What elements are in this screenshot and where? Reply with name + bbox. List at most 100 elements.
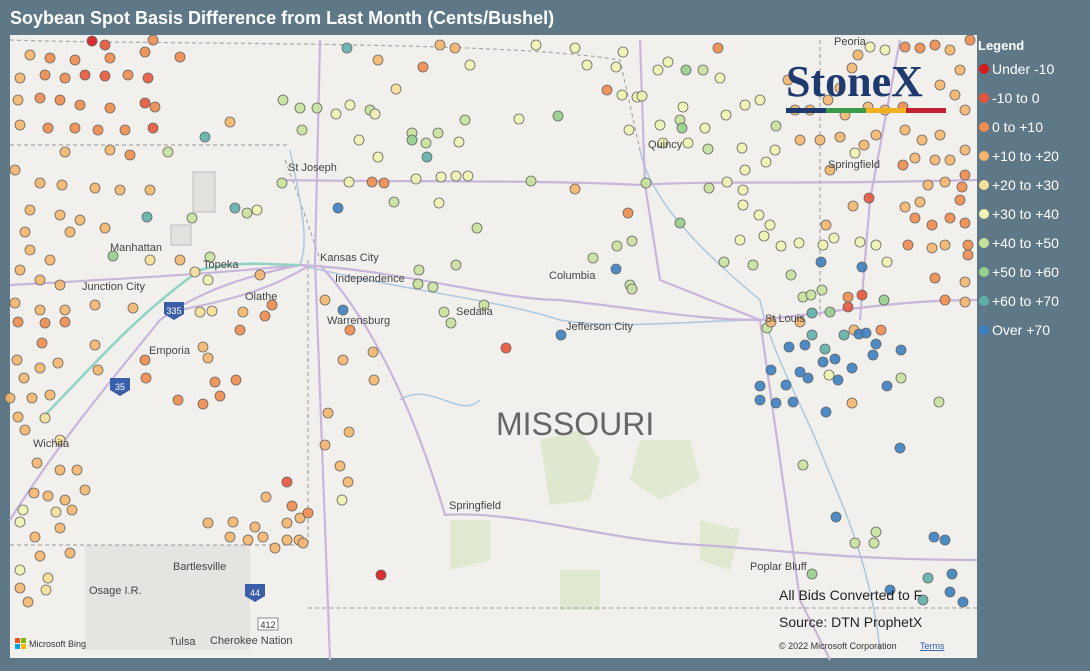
- legend-marker: [979, 325, 989, 335]
- map-marker: [587, 252, 599, 264]
- bing-logo: Microsoft Bing: [15, 638, 86, 649]
- map-marker: [69, 54, 81, 66]
- map-marker: [249, 521, 261, 533]
- map-marker: [79, 69, 91, 81]
- legend-label: Under -10: [992, 61, 1054, 77]
- map-marker: [939, 534, 951, 546]
- map-marker: [769, 144, 781, 156]
- map-marker: [581, 59, 593, 71]
- map-marker: [794, 366, 806, 378]
- city: Bartlesville: [173, 561, 226, 573]
- map-marker: [281, 517, 293, 529]
- map-marker: [500, 342, 512, 354]
- map-marker: [204, 251, 216, 263]
- area: [170, 224, 192, 246]
- area: [85, 545, 250, 650]
- map-marker: [86, 35, 98, 47]
- map-marker: [450, 259, 462, 271]
- map-marker: [782, 74, 794, 86]
- map-marker: [758, 230, 770, 242]
- map-marker: [39, 317, 51, 329]
- map-marker: [42, 490, 54, 502]
- map-marker: [697, 64, 709, 76]
- map-marker: [929, 39, 941, 51]
- map-marker: [569, 183, 581, 195]
- map-marker: [897, 159, 909, 171]
- map-marker: [824, 306, 836, 318]
- city: Tulsa: [169, 636, 196, 648]
- map-marker: [846, 397, 858, 409]
- city: Poplar Bluff: [750, 561, 808, 573]
- bing-text: Microsoft Bing: [29, 639, 86, 649]
- map-marker: [124, 149, 136, 161]
- map-marker: [319, 439, 331, 451]
- map-marker: [34, 92, 46, 104]
- map-marker: [770, 397, 782, 409]
- map-marker: [406, 134, 418, 146]
- map-marker: [939, 294, 951, 306]
- map-marker: [445, 317, 457, 329]
- map-marker: [344, 99, 356, 111]
- map-marker: [104, 144, 116, 156]
- map-marker: [823, 369, 835, 381]
- map-marker: [682, 137, 694, 149]
- map-marker: [24, 204, 36, 216]
- map-marker: [959, 296, 971, 308]
- map-marker: [860, 327, 872, 339]
- map-marker: [793, 237, 805, 249]
- map-marker: [202, 274, 214, 286]
- map-marker: [626, 235, 638, 247]
- map-marker: [59, 494, 71, 506]
- map-marker: [227, 516, 239, 528]
- map-marker: [459, 114, 471, 126]
- legend-label: 0 to +10: [992, 119, 1043, 135]
- map-marker: [959, 104, 971, 116]
- map-marker: [119, 124, 131, 136]
- map-marker: [26, 392, 38, 404]
- map-marker: [251, 204, 263, 216]
- city: Cherokee Nation: [210, 635, 293, 647]
- map-marker: [197, 341, 209, 353]
- map-marker: [297, 537, 309, 549]
- shield: 412: [260, 620, 275, 630]
- map-marker: [107, 250, 119, 262]
- map-marker: [237, 306, 249, 318]
- map-marker: [294, 512, 306, 524]
- legend-label: +20 to +30: [992, 177, 1059, 193]
- map-marker: [18, 372, 30, 384]
- city: Kansas City: [320, 252, 379, 264]
- map-marker: [342, 476, 354, 488]
- map-marker: [336, 494, 348, 506]
- map-marker: [530, 39, 542, 51]
- map-marker: [194, 306, 206, 318]
- map-marker: [478, 299, 490, 311]
- map-marker: [9, 297, 21, 309]
- city: Olathe: [245, 291, 277, 303]
- map-marker: [259, 310, 271, 322]
- city: Emporia: [149, 345, 191, 357]
- map-marker: [718, 256, 730, 268]
- map-marker: [254, 269, 266, 281]
- map-marker: [435, 171, 447, 183]
- map-marker: [52, 357, 64, 369]
- map-marker: [89, 182, 101, 194]
- map-marker: [368, 374, 380, 386]
- map-marker: [815, 256, 827, 268]
- map-marker: [863, 192, 875, 204]
- map-marker: [714, 72, 726, 84]
- map-marker: [852, 49, 864, 61]
- map-marker: [64, 547, 76, 559]
- map-marker: [849, 147, 861, 159]
- map-marker: [74, 214, 86, 226]
- map-marker: [17, 504, 29, 516]
- map-marker: [944, 44, 956, 56]
- map-marker: [867, 349, 879, 361]
- map-marker: [610, 263, 622, 275]
- map-marker: [928, 531, 940, 543]
- map-marker: [343, 426, 355, 438]
- map-marker: [344, 324, 356, 336]
- terms-link[interactable]: Terms: [920, 641, 945, 651]
- legend-label: Over +70: [992, 322, 1050, 338]
- map-marker: [765, 364, 777, 376]
